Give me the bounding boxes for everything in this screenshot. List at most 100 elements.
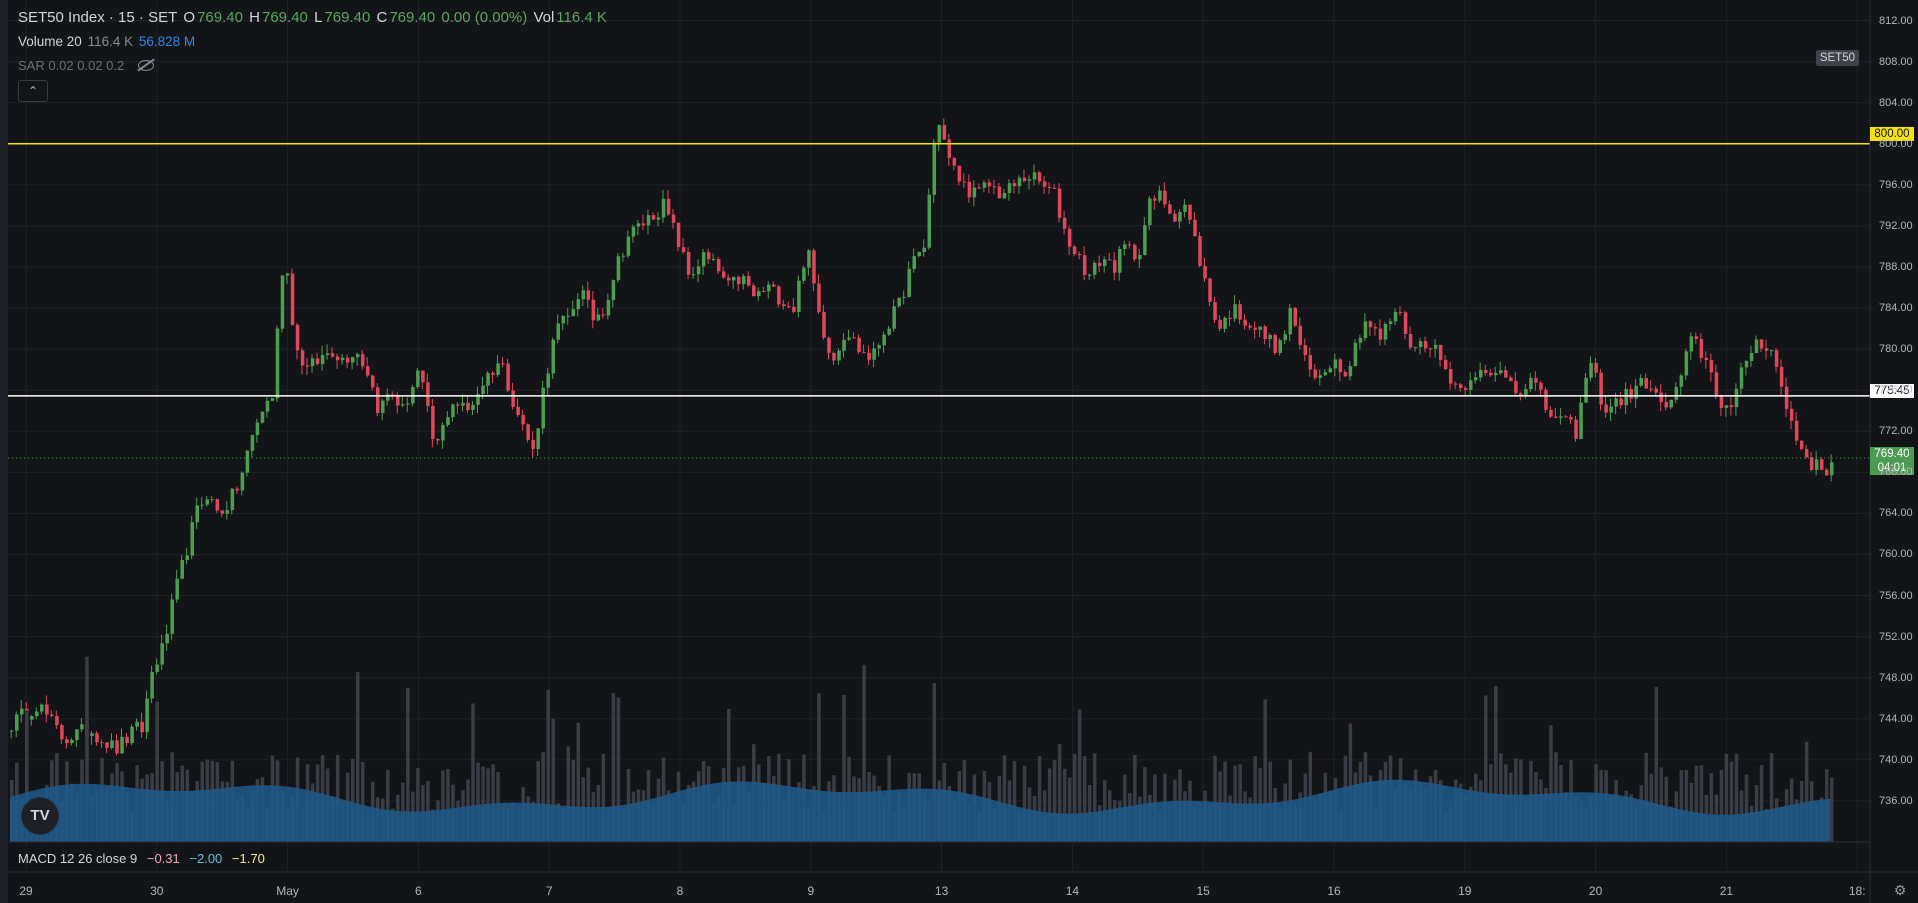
candle-body [55,715,59,725]
candle-body [1168,204,1172,214]
candle-body [1218,319,1222,329]
candle-body [496,363,500,375]
y-tick-label: 784.00 [1879,302,1913,315]
candle-body [752,285,756,297]
candle-body [827,337,831,353]
candle-body [100,742,104,744]
candle-body [340,357,345,361]
candle-body [1328,368,1333,373]
candle-body [1298,325,1303,345]
candle-body [762,291,766,293]
vol-label: Vol [533,9,555,26]
candle-body [942,125,947,140]
y-tick-label: 740.00 [1879,753,1913,766]
candle-body [1052,187,1057,189]
candle-body [215,499,220,511]
candle-body [1609,406,1613,413]
candle-body [1418,341,1423,348]
candle-body [1213,301,1217,320]
candle-body [486,372,490,386]
candle-body [1774,350,1779,367]
x-tick-label: 13 [934,884,949,898]
candle-body [290,273,295,325]
candle-body [967,181,972,198]
candle-body [1223,317,1227,329]
candle-body [641,223,646,226]
macd-legend[interactable]: MACD 12 26 close 9 −0.31 −2.00 −1.70 [18,851,265,866]
candle-body [546,373,550,388]
close-label: C [376,9,388,26]
candle-body [491,372,495,375]
x-tick-label: 21 [1719,884,1734,898]
candle-body [35,711,39,717]
candle-body [406,403,410,405]
candle-body [907,268,911,297]
candle-body [922,247,927,252]
candle-body [817,283,821,312]
candle-body [616,256,621,281]
candle-body [1113,260,1117,273]
candle-body [90,733,94,737]
candle-body [1799,440,1804,450]
candle-body [812,250,816,284]
candle-body [1463,387,1468,390]
candle-body [807,250,811,268]
candle-body [621,255,626,257]
candle-body [456,404,460,406]
volume-bar [1724,753,1729,842]
candle-body [75,729,79,740]
volume-bar [1238,764,1242,842]
candle-body [1248,325,1252,328]
candle-body [260,411,265,423]
candle-body [381,400,385,413]
y-tick-label: 780.00 [1879,343,1913,356]
candle-body [396,395,400,406]
x-tick-label: 16 [1327,884,1341,898]
price-tag-800[interactable]: 800.00 [1870,127,1914,141]
candle-body [1779,366,1784,387]
candle-body [45,704,49,715]
volume-legend[interactable]: Volume 20 116.4 K 56.828 M [18,34,197,49]
sar-legend[interactable]: SAR 0.02 0.02 0.2 [18,58,156,73]
candle-body [797,280,801,312]
settings-gear-icon[interactable]: ⚙ [1893,882,1907,898]
volume-bar [842,695,846,842]
tradingview-logo[interactable]: TV [21,797,59,835]
candle-body [1097,262,1102,266]
candle-body [1814,459,1819,471]
volume-indicator-label[interactable]: Volume 20 [18,34,82,49]
candle-body [501,363,505,365]
collapse-legend-button[interactable]: ⌃ [18,80,48,102]
x-tick-label: May [276,884,299,898]
volume-bar [1037,756,1042,842]
symbol-tag: SET50 [1815,50,1859,66]
candle-body [556,323,561,340]
candle-body [50,714,54,716]
candle-body [1819,459,1824,470]
candle-body [516,406,520,415]
price-tag-775[interactable]: 775.45 [1870,384,1914,398]
candle-body [1484,369,1488,373]
candle-body [1027,179,1032,181]
eye-hidden-icon[interactable] [137,60,154,71]
symbol-title[interactable]: SET50 Index · 15 · SET [18,9,178,26]
macd-indicator-label[interactable]: MACD 12 26 close 9 [18,851,138,866]
candle-body [155,664,159,672]
candle-body [696,266,701,275]
candle-body [1629,388,1633,399]
volume-bar [862,665,866,842]
candle-body [1584,377,1588,403]
candle-body [115,740,119,754]
candle-body [1313,369,1318,378]
candle-body [681,247,686,253]
candle-body [1759,339,1764,349]
candle-body [185,555,189,561]
volume-bar [1549,725,1553,842]
volume-bar [491,764,495,842]
candle-body [506,363,510,391]
candle-body [65,739,69,744]
sar-indicator-label[interactable]: SAR 0.02 0.02 0.2 [18,58,125,73]
volume-bar [566,746,571,842]
candle-body [1318,375,1323,378]
